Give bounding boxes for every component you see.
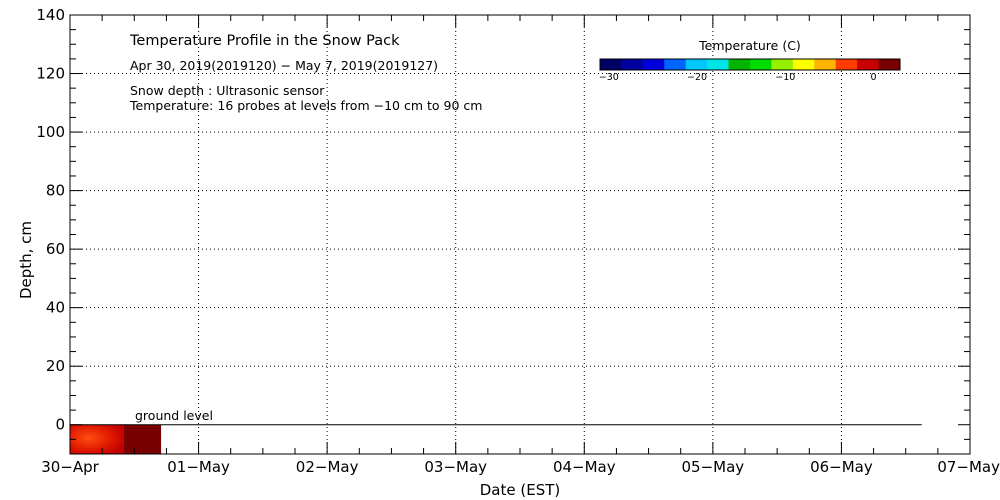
y-tick-label: 0: [55, 416, 65, 434]
temperature-cells: [70, 424, 162, 454]
temperature-cell: [123, 424, 162, 454]
x-tick-label: 07−May: [937, 458, 1000, 476]
colorbar-frame: [599, 58, 901, 71]
axis-ticks: [69, 14, 971, 455]
colorbar-swatch: [707, 59, 730, 70]
colorbar-swatch: [835, 59, 858, 70]
x-axis-label: Date (EST): [480, 481, 561, 499]
colorbar-swatch: [771, 59, 794, 70]
colorbar-tick-labels: −30 −20 −10 0: [599, 72, 877, 83]
chart-subtitle: Apr 30, 2019(2019120) − May 7, 2019(2019…: [130, 58, 438, 73]
y-tick-label: 40: [46, 299, 65, 317]
colorbar-swatch: [642, 59, 665, 70]
y-tick-label: 140: [36, 6, 65, 24]
x-tick-label: 05−May: [682, 458, 745, 476]
tick-labels: 0 20 40 60 80 100 120 140 30−Apr 01−May 02−May 03−M…: [36, 6, 1000, 476]
grid-lines: [70, 14, 970, 454]
colorbar-swatch: [750, 59, 772, 70]
plot-frame: [69, 14, 971, 455]
colorbar-swatch: [728, 59, 751, 70]
y-axis-label: Depth, cm: [17, 221, 35, 299]
x-tick-label: 02−May: [296, 458, 359, 476]
colorbar-tick-label: −20: [687, 72, 707, 83]
x-tick-label: 04−May: [553, 458, 616, 476]
colorbar-title: Temperature (C): [698, 38, 801, 53]
colorbar-swatch: [664, 59, 687, 70]
y-tick-label: 60: [46, 240, 65, 258]
colorbar-swatch: [685, 59, 708, 70]
y-tick-label: 120: [36, 65, 65, 83]
chart-title: Temperature Profile in the Snow Pack: [129, 33, 400, 49]
y-tick-label: 80: [46, 182, 65, 200]
colorbar-swatches: [600, 59, 901, 70]
x-tick-label: 06−May: [810, 458, 873, 476]
colorbar-swatch: [814, 59, 837, 70]
colorbar-tick-label: −30: [599, 72, 619, 83]
colorbar-swatch: [792, 59, 815, 70]
colorbar-swatch: [600, 59, 622, 70]
temperature-cell: [70, 424, 124, 454]
x-tick-label: 03−May: [424, 458, 487, 476]
x-tick-label: 30−Apr: [41, 458, 99, 476]
colorbar-swatch: [878, 59, 901, 70]
x-tick-label: 01−May: [167, 458, 230, 476]
y-tick-label: 100: [36, 123, 65, 141]
colorbar-tick-label: −10: [775, 72, 795, 83]
colorbar-swatch: [857, 59, 880, 70]
annotation-snow-depth: Snow depth : Ultrasonic sensor: [130, 83, 325, 98]
colorbar: Temperature (C) −30 −20 −10 0: [599, 38, 901, 83]
annotation-temperature: Temperature: 16 probes at levels from −1…: [129, 98, 482, 113]
ground-level-label: ground level: [135, 408, 213, 423]
y-tick-label: 20: [46, 357, 65, 375]
colorbar-tick-label: 0: [871, 72, 877, 83]
colorbar-swatch: [621, 59, 644, 70]
